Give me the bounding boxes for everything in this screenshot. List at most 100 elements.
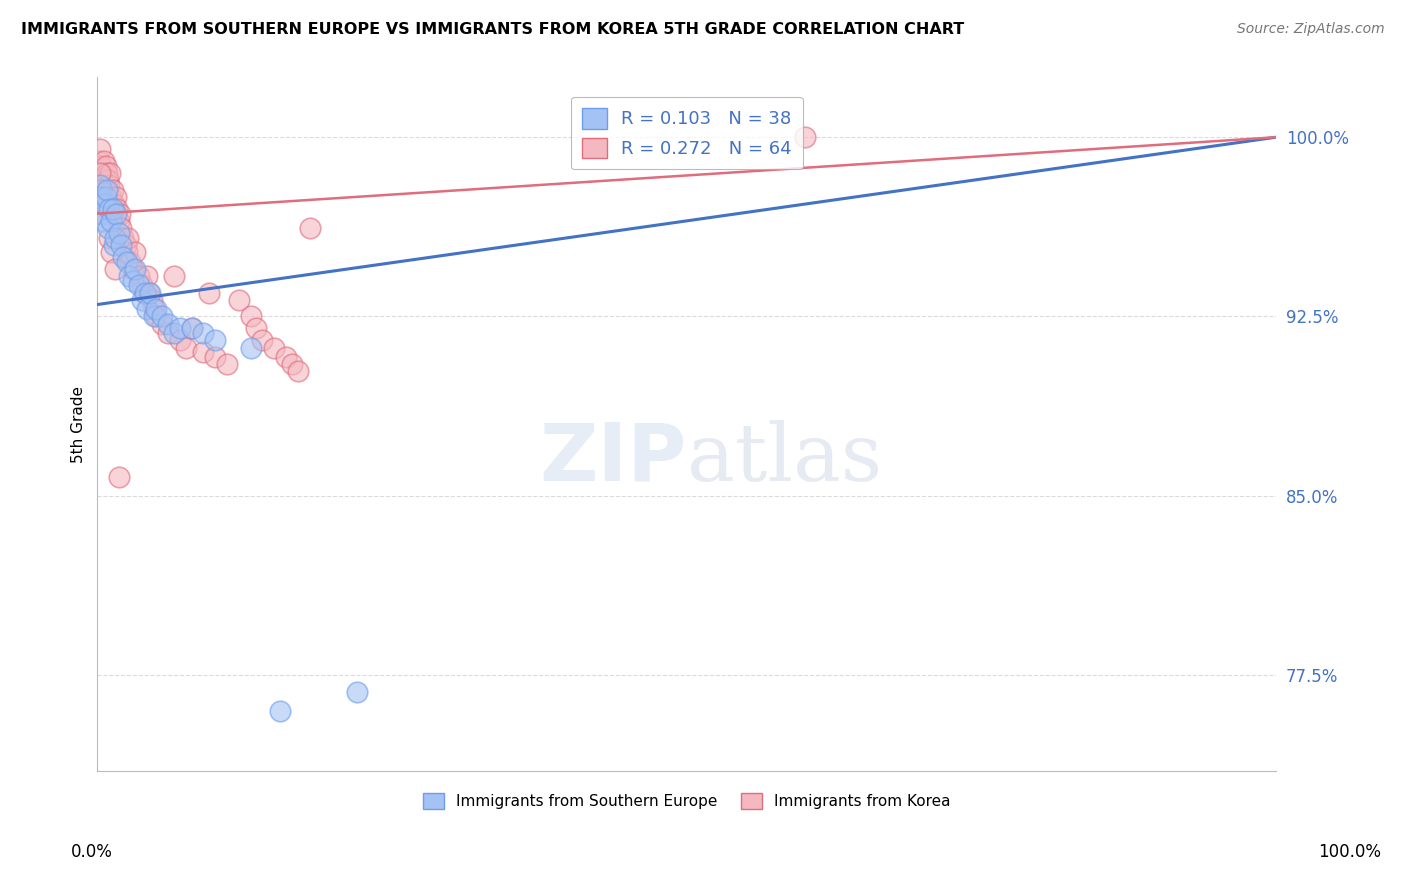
Point — [110, 237, 132, 252]
Point — [112, 230, 135, 244]
Point — [91, 214, 114, 228]
Point — [131, 293, 153, 307]
Point — [118, 268, 141, 283]
Point — [107, 214, 129, 228]
Text: atlas: atlas — [686, 420, 882, 498]
Point — [134, 285, 156, 300]
Point — [239, 341, 262, 355]
Text: 100.0%: 100.0% — [1319, 843, 1381, 861]
Point — [94, 159, 117, 173]
Point — [101, 202, 124, 216]
Point — [239, 310, 262, 324]
Point — [103, 237, 125, 252]
Point — [115, 254, 138, 268]
Point — [115, 244, 138, 259]
Point — [112, 250, 135, 264]
Point — [103, 197, 125, 211]
Point — [89, 178, 111, 192]
Point — [105, 190, 128, 204]
Point — [89, 166, 111, 180]
Point — [108, 207, 131, 221]
Point — [98, 202, 121, 216]
Point — [87, 154, 110, 169]
Point — [135, 302, 157, 317]
Point — [96, 166, 118, 180]
Point — [134, 285, 156, 300]
Point — [120, 254, 142, 268]
Point — [215, 357, 238, 371]
Point — [157, 326, 180, 341]
Point — [287, 364, 309, 378]
Point — [174, 341, 197, 355]
Point — [204, 350, 226, 364]
Point — [145, 310, 167, 324]
Point — [98, 178, 121, 192]
Point — [135, 268, 157, 283]
Point — [97, 173, 120, 187]
Point — [169, 334, 191, 348]
Point — [91, 166, 114, 180]
Point — [105, 202, 128, 216]
Point — [131, 278, 153, 293]
Point — [91, 173, 114, 187]
Point — [121, 274, 143, 288]
Point — [128, 268, 150, 283]
Point — [121, 261, 143, 276]
Point — [98, 230, 121, 244]
Text: ZIP: ZIP — [540, 420, 686, 498]
Point — [269, 704, 291, 718]
Point — [105, 207, 128, 221]
Point — [204, 334, 226, 348]
Point — [104, 230, 127, 244]
Point — [141, 293, 163, 307]
Point — [107, 226, 129, 240]
Point — [93, 154, 115, 169]
Point — [124, 244, 146, 259]
Text: Source: ZipAtlas.com: Source: ZipAtlas.com — [1237, 22, 1385, 37]
Point — [193, 326, 215, 341]
Point — [90, 190, 112, 204]
Legend: Immigrants from Southern Europe, Immigrants from Korea: Immigrants from Southern Europe, Immigra… — [416, 787, 957, 815]
Point — [193, 345, 215, 359]
Point — [128, 278, 150, 293]
Point — [793, 130, 815, 145]
Point — [91, 197, 114, 211]
Point — [163, 268, 186, 283]
Point — [298, 221, 321, 235]
Point — [263, 341, 285, 355]
Point — [94, 207, 117, 221]
Point — [100, 190, 122, 204]
Point — [180, 321, 202, 335]
Point — [100, 214, 122, 228]
Point — [138, 285, 160, 300]
Point — [89, 142, 111, 156]
Point — [252, 334, 274, 348]
Point — [90, 183, 112, 197]
Point — [114, 237, 136, 252]
Point — [87, 190, 110, 204]
Point — [198, 285, 221, 300]
Point — [101, 183, 124, 197]
Text: IMMIGRANTS FROM SOUTHERN EUROPE VS IMMIGRANTS FROM KOREA 5TH GRADE CORRELATION C: IMMIGRANTS FROM SOUTHERN EUROPE VS IMMIG… — [21, 22, 965, 37]
Point — [228, 293, 250, 307]
Point — [104, 261, 127, 276]
Point — [90, 159, 112, 173]
Y-axis label: 5th Grade: 5th Grade — [72, 385, 86, 463]
Point — [96, 183, 118, 197]
Point — [180, 321, 202, 335]
Point — [281, 357, 304, 371]
Point — [104, 207, 127, 221]
Point — [124, 261, 146, 276]
Point — [157, 317, 180, 331]
Point — [145, 302, 167, 317]
Point — [97, 221, 120, 235]
Point — [93, 197, 115, 211]
Point — [91, 207, 114, 221]
Text: 0.0%: 0.0% — [70, 843, 112, 861]
Point — [142, 310, 165, 324]
Point — [94, 190, 117, 204]
Point — [100, 244, 122, 259]
Point — [139, 285, 162, 300]
Point — [107, 469, 129, 483]
Point — [110, 221, 132, 235]
